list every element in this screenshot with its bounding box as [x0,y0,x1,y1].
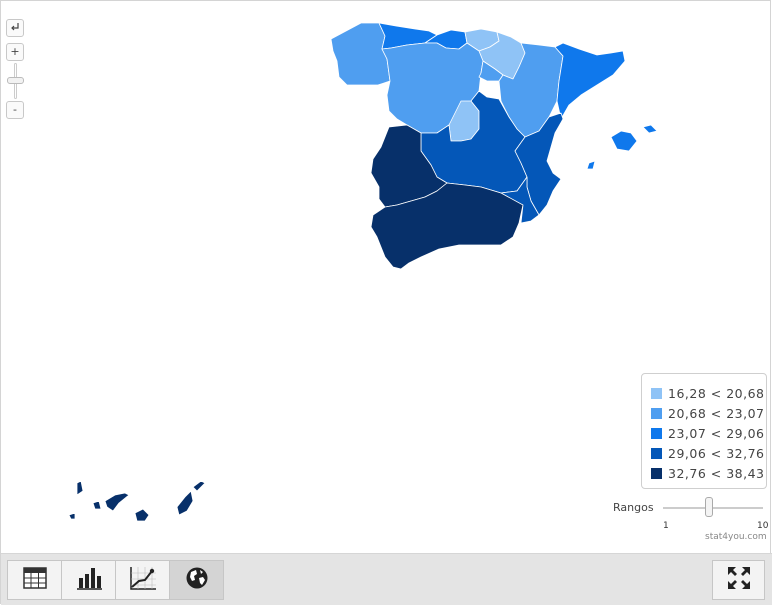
zoom-in-button[interactable]: + [6,43,24,61]
bar-chart-tab[interactable] [61,560,116,600]
map-area[interactable]: + - 16,28 < 20,68 20,68 < 23,07 23,07 < … [1,1,772,553]
legend-item: 32,76 < 38,43 [651,463,766,483]
ranges-slider-track[interactable] [663,507,763,509]
map-tab[interactable] [169,560,224,600]
bar-chart-icon [76,566,102,594]
zoom-reset-button[interactable] [6,19,24,37]
legend-swatch [651,407,662,419]
map-legend: 16,28 < 20,68 20,68 < 23,07 23,07 < 29,0… [641,373,767,489]
region-murcia[interactable] [500,176,540,224]
brand-watermark: stat4you.com [705,532,767,542]
fullscreen-button[interactable] [712,560,765,600]
legend-item: 23,07 < 29,06 [651,423,766,443]
zoom-slider-handle[interactable] [7,77,24,84]
legend-item: 16,28 < 20,68 [651,383,766,403]
legend-swatch [651,427,662,439]
zoom-control: + - [6,19,26,119]
region-valencia[interactable] [514,112,564,216]
line-chart-tab[interactable] [115,560,170,600]
legend-swatch [651,447,662,459]
globe-icon [185,566,209,594]
view-toolbar [1,553,772,605]
table-icon [22,567,47,593]
zoom-out-button[interactable]: - [6,101,24,119]
legend-swatch [651,467,662,479]
zoom-slider[interactable] [6,63,26,99]
region-galicia[interactable] [330,22,391,86]
legend-label: 32,76 < 38,43 [668,465,765,481]
region-canarias[interactable] [68,480,206,522]
region-la-rioja[interactable] [478,60,504,82]
ranges-slider-handle[interactable] [705,497,713,517]
region-andalucia[interactable] [370,182,524,270]
legend-swatch [651,387,662,399]
ranges-min-label: 1 [663,521,669,531]
legend-label: 23,07 < 29,06 [668,425,765,441]
legend-item: 20,68 < 23,07 [651,403,766,423]
choropleth-map[interactable] [1,1,772,553]
ranges-max-label: 10 [757,521,769,531]
fullscreen-icon [727,566,751,594]
table-tab[interactable] [7,560,62,600]
legend-label: 20,68 < 23,07 [668,405,765,421]
region-cataluna[interactable] [554,42,626,120]
legend-label: 29,06 < 32,76 [668,445,765,461]
legend-label: 16,28 < 20,68 [668,385,765,401]
view-tabs [7,560,224,600]
legend-item: 29,06 < 32,76 [651,443,766,463]
line-chart-icon [129,565,157,595]
ranges-label: Rangos [613,501,654,514]
arrow-return-icon [10,21,20,34]
region-baleares[interactable] [586,124,658,170]
